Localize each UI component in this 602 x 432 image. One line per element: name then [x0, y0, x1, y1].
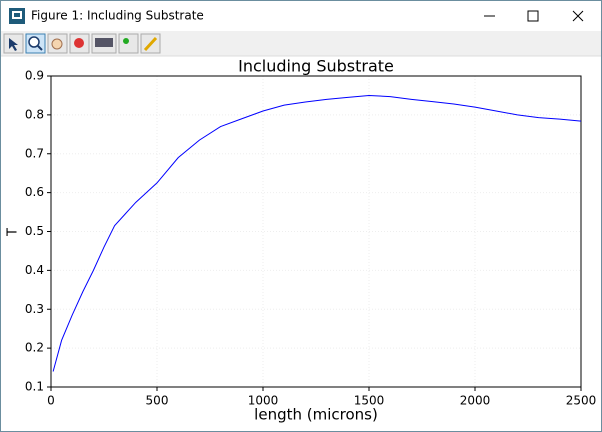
plot-frame [50, 75, 582, 388]
app-icon-glyph [12, 11, 22, 19]
toolbar-buttons [3, 33, 161, 54]
y-tick-label: 0.9 [25, 69, 44, 83]
y-tick-label: 0.1 [25, 380, 44, 394]
chart-title: Including Substrate [238, 57, 394, 76]
x-tick-label: 2500 [566, 394, 597, 408]
title-bar [1, 1, 601, 31]
data-cursor-tool[interactable] [118, 33, 139, 54]
x-tick-label: 0 [47, 394, 55, 408]
zoom-icon [28, 36, 40, 48]
zoom-fit-icon [74, 38, 84, 48]
data-line [52, 94, 582, 372]
x-axis-label: length (microns) [254, 406, 378, 424]
x-tick-label: 2000 [460, 394, 491, 408]
edit-icon [143, 36, 158, 52]
pointer-icon [9, 38, 18, 51]
zoom-icon-handle [37, 45, 43, 51]
y-tick-label: 0.8 [25, 107, 44, 121]
y-tick-label: 0.3 [25, 302, 44, 316]
pan-icon [51, 38, 63, 50]
close-button[interactable] [572, 10, 584, 22]
y-axis-label: T [6, 228, 21, 237]
y-tick-label: 0.6 [25, 185, 44, 199]
y-tick-label: 0.2 [25, 341, 44, 355]
x-tick-label: 1000 [248, 394, 279, 408]
window-title: Figure 1: Including Substrate [31, 9, 204, 23]
data-cursor-icon [123, 38, 129, 44]
toolbar [1, 31, 601, 56]
x-tick-label: 500 [146, 394, 169, 408]
y-tick-label: 0.7 [25, 146, 44, 160]
y-tick-label: 0.4 [25, 263, 44, 277]
save-png-icon [95, 38, 113, 47]
app-icon [9, 8, 25, 24]
x-tick-label: 1500 [354, 394, 385, 408]
y-tick-label: 0.5 [25, 224, 44, 238]
maximize-button[interactable] [527, 10, 539, 22]
